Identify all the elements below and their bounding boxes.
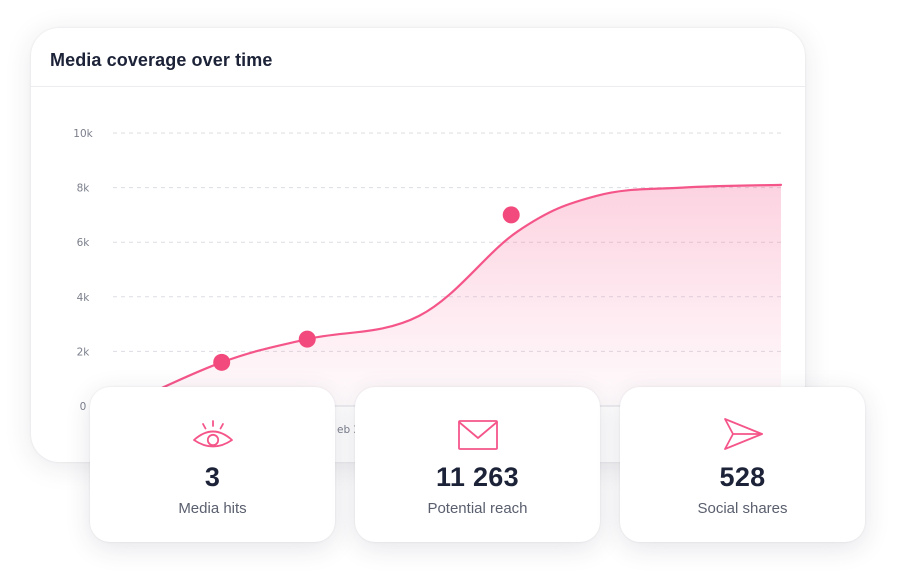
paper-plane-icon [723,418,763,450]
social-shares-value: 528 [719,462,766,492]
y-tick-label: 4k [77,292,91,304]
chart-title: Media coverage over time [50,50,273,70]
data-point-marker[interactable] [502,206,520,224]
y-tick-label: 10k [73,128,93,140]
stat-card-potential-reach: 11 263 Potential reach [355,387,600,542]
stat-card-social-shares: 528 Social shares [620,387,865,542]
y-tick-label: 8k [77,183,91,195]
chart-header: Media coverage over time [31,28,805,87]
y-tick-label: 6k [77,237,91,249]
social-shares-label: Social shares [697,500,788,517]
y-tick-label: 0 [80,401,87,413]
media-hits-label: Media hits [178,500,247,517]
y-tick-label: 2k [77,346,91,358]
envelope-icon [457,420,498,450]
media-hits-value: 3 [204,462,221,492]
stat-card-media-hits: 3 Media hits [90,387,335,542]
data-point-marker[interactable] [213,353,231,371]
potential-reach-label: Potential reach [427,500,528,517]
data-point-marker[interactable] [298,330,316,348]
coverage-area [123,184,781,406]
x-tick-label: eb 2 [337,424,360,436]
potential-reach-value: 11 263 [436,462,519,492]
eye-icon [192,420,233,448]
